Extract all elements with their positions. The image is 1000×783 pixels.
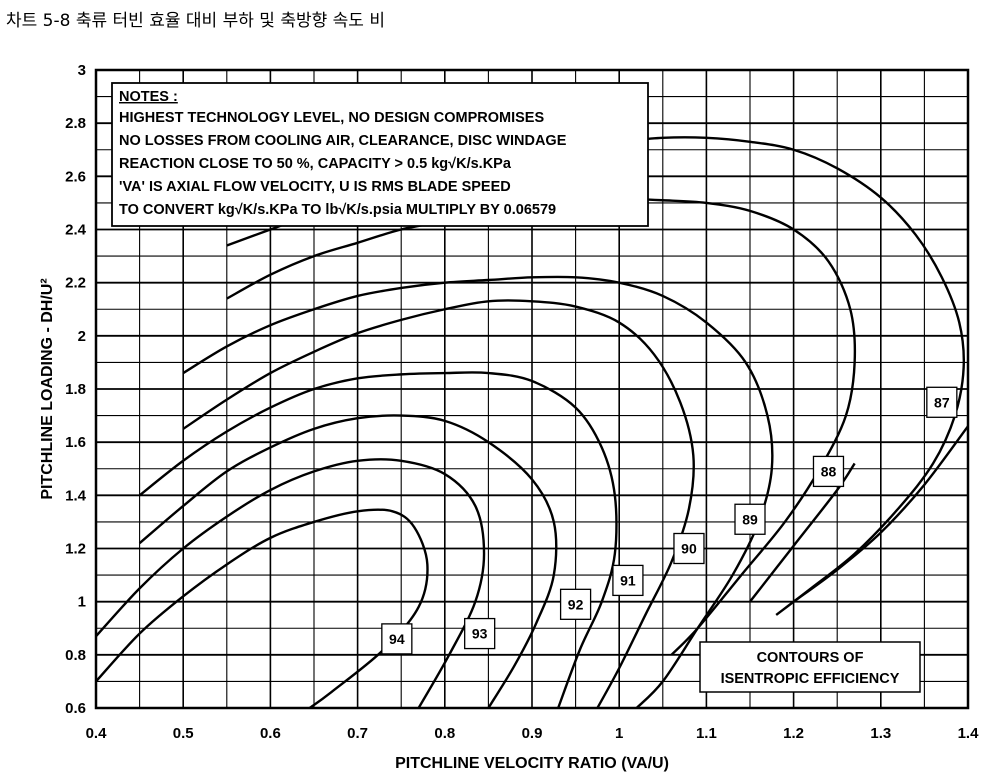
contour-label-93: 93 [472,626,488,642]
contour-label-box-93 [464,617,496,650]
contour-label-box-94 [381,623,413,655]
y-tick-label: 1.6 [65,434,86,451]
legend-box-frame [699,641,921,693]
contour-label-box-92 [559,588,592,620]
notes-title: NOTES : [119,89,178,105]
y-tick-label: 1 [78,594,86,611]
contour-line-91 [138,371,618,709]
contour-label-box-89 [734,503,766,535]
y-tick-label: 2.2 [65,275,86,292]
y-tick-label: 2.8 [65,115,86,132]
figure-caption: 차트 5-8 축류 터빈 효율 대비 부하 및 축방향 속도 비 [6,11,385,31]
contour-label-90: 90 [681,541,697,557]
notes-box-frame [111,82,649,227]
x-tick-label: 1 [615,725,623,742]
contour-line-88 [226,197,857,656]
y-tick-label: 1.4 [65,487,87,504]
y-tick-label: 3 [78,62,86,79]
y-tick-label: 1.2 [65,541,86,558]
contour-label-89: 89 [742,511,758,527]
notes-line-1: HIGHEST TECHNOLOGY LEVEL, NO DESIGN COMP… [119,110,544,126]
notes-line-3: REACTION CLOSE TO 50 %, CAPACITY > 0.5 k… [119,156,512,172]
tick-labels: 0.4 0.5 0.6 0.7 0.8 0.9 1 1.1 1.2 1.3 1.4 0.6 0.8 1 1.… [65,62,979,742]
contour-label-box-90 [673,532,705,565]
x-tick-label: 0.8 [434,725,455,742]
contour-line-87-lower [792,425,969,603]
x-tick-label: 0.9 [522,725,543,742]
contour-label-box-91 [612,564,644,597]
contour-line-93 [95,458,486,709]
contour-label-box-87 [926,386,958,418]
x-tick-label: 1.4 [958,725,980,742]
contour-label-87: 87 [934,394,950,410]
contour-line-88-lower [749,462,856,603]
x-tick-label: 1.1 [696,725,717,742]
x-tick-label: 1.2 [783,725,804,742]
y-tick-label: 0.6 [65,700,86,717]
contour-line-90 [182,299,695,709]
contour-curves: 94 93 92 91 90 89 88 87 [95,136,969,709]
legend-line-2: ISENTROPIC EFFICIENCY [721,671,900,687]
notes-line-4: 'VA' IS AXIAL FLOW VELOCITY, U IS RMS BL… [119,179,511,195]
contour-label-94: 94 [389,631,405,647]
contour-label-box-88 [812,455,845,488]
x-tick-label: 0.5 [173,725,194,742]
y-tick-label: 0.8 [65,647,86,664]
notes-box: NOTES : HIGHEST TECHNOLOGY LEVEL, NO DES… [111,82,649,227]
contour-label-92: 92 [568,596,584,612]
x-axis-label: PITCHLINE VELOCITY RATIO (VA/U) [395,755,669,772]
x-tick-label: 0.4 [86,725,108,742]
notes-line-5: TO CONVERT kg√K/s.KPa TO lb√K/s.psia MUL… [119,202,556,218]
legend-box: CONTOURS OF ISENTROPIC EFFICIENCY [699,641,921,693]
contour-line-89 [182,275,774,709]
legend-line-1: CONTOURS OF [757,650,864,666]
y-tick-label: 2.6 [65,168,86,185]
y-axis-label: PITCHLINE LOADING - DH/U² [39,278,56,499]
contour-label-91: 91 [620,572,636,588]
contour-label-88: 88 [821,463,837,479]
y-tick-label: 2.4 [65,222,87,239]
x-tick-label: 1.3 [870,725,891,742]
y-tick-label: 2 [78,328,86,345]
x-tick-label: 0.6 [260,725,281,742]
y-tick-label: 1.8 [65,381,86,398]
notes-line-2: NO LOSSES FROM COOLING AIR, CLEARANCE, D… [119,133,567,149]
x-tick-label: 0.7 [347,725,368,742]
contour-line-92 [138,414,558,709]
plot-frame [94,68,970,710]
